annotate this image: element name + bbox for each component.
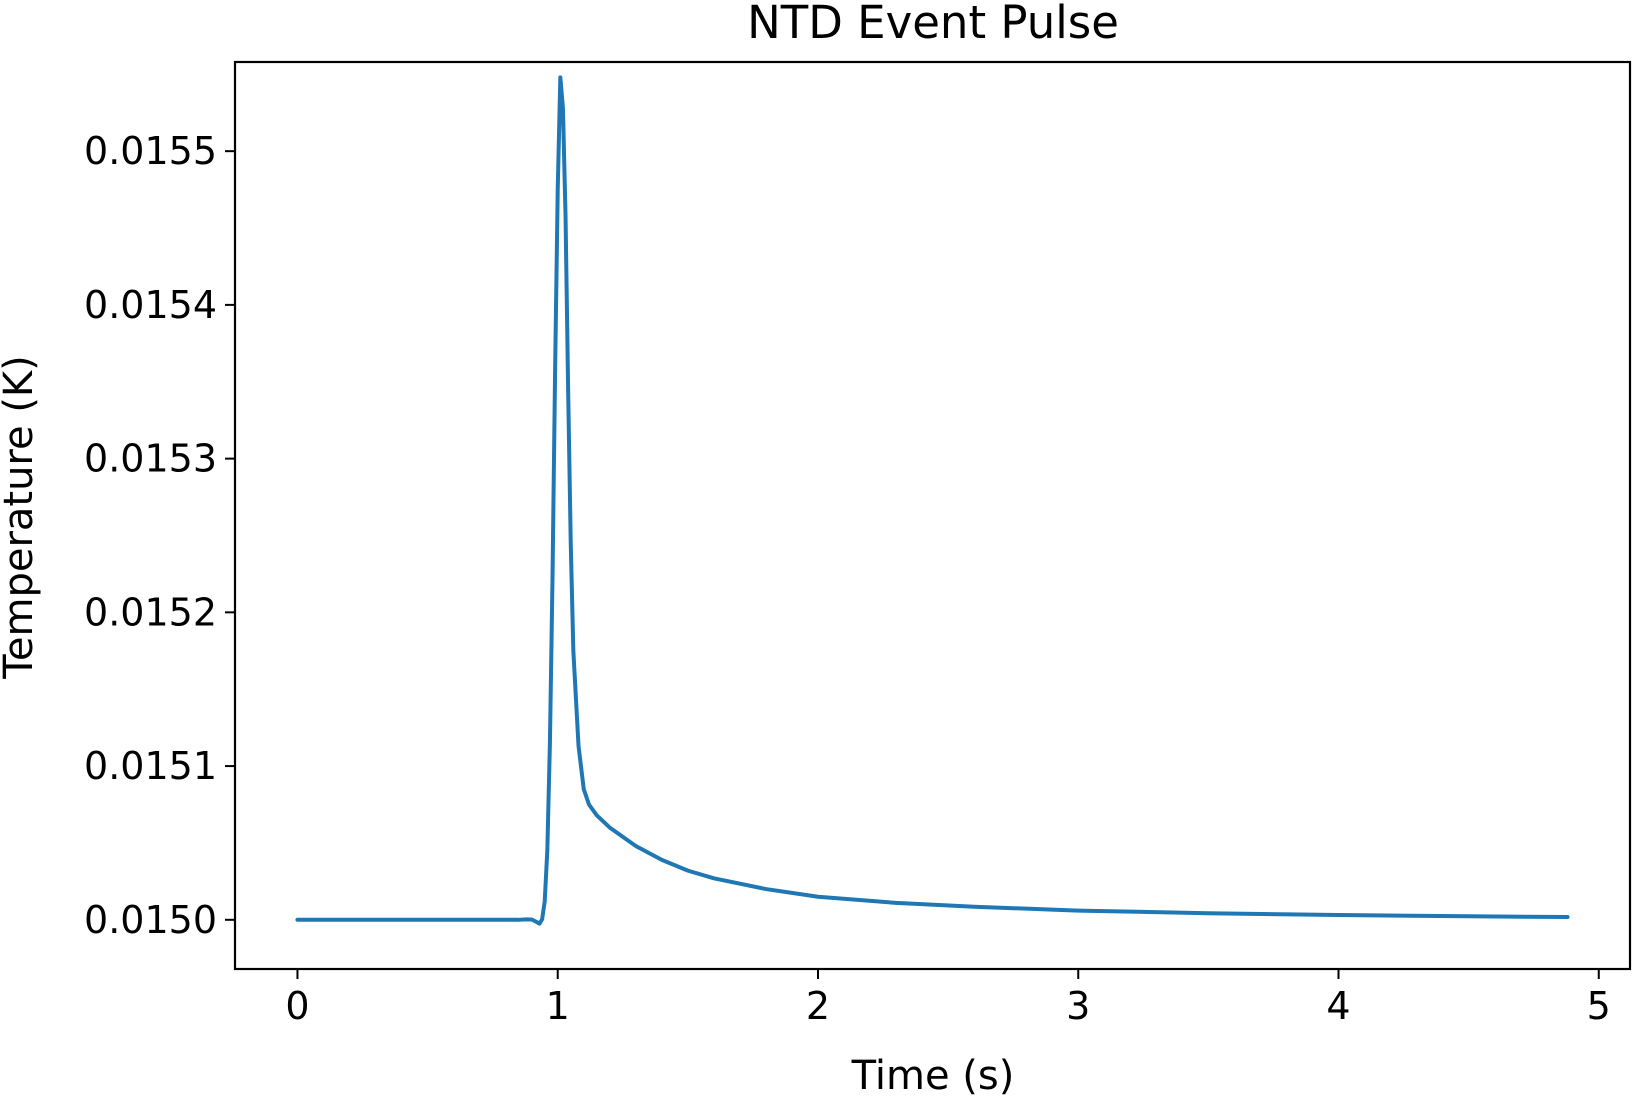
chart-title: NTD Event Pulse: [747, 0, 1119, 49]
y-tick-label: 0.0152: [84, 590, 217, 634]
plot-frame: [233, 60, 1632, 971]
y-tick-label: 0.0151: [84, 744, 217, 788]
y-tick-label: 0.0150: [84, 898, 217, 942]
x-axis-ticks: 0 1 2 3 4 5: [285, 969, 1611, 1028]
y-tick-label: 0.0154: [84, 283, 217, 327]
x-tick-label: 2: [806, 984, 830, 1028]
y-axis-label: Temperature (K): [0, 355, 42, 680]
y-tick-label: 0.0155: [84, 129, 217, 173]
x-tick-label: 3: [1066, 984, 1090, 1028]
x-tick-label: 4: [1326, 984, 1350, 1028]
x-tick-label: 5: [1587, 984, 1611, 1028]
x-tick-label: 0: [285, 984, 309, 1028]
x-tick-label: 1: [546, 984, 570, 1028]
x-axis-label: Time (s): [851, 1053, 1015, 1098]
y-tick-label: 0.0153: [84, 437, 217, 481]
y-axis-ticks: 0.0150 0.0151 0.0152 0.0153 0.0154 0.0155: [84, 129, 235, 942]
series-line: [295, 75, 1570, 926]
